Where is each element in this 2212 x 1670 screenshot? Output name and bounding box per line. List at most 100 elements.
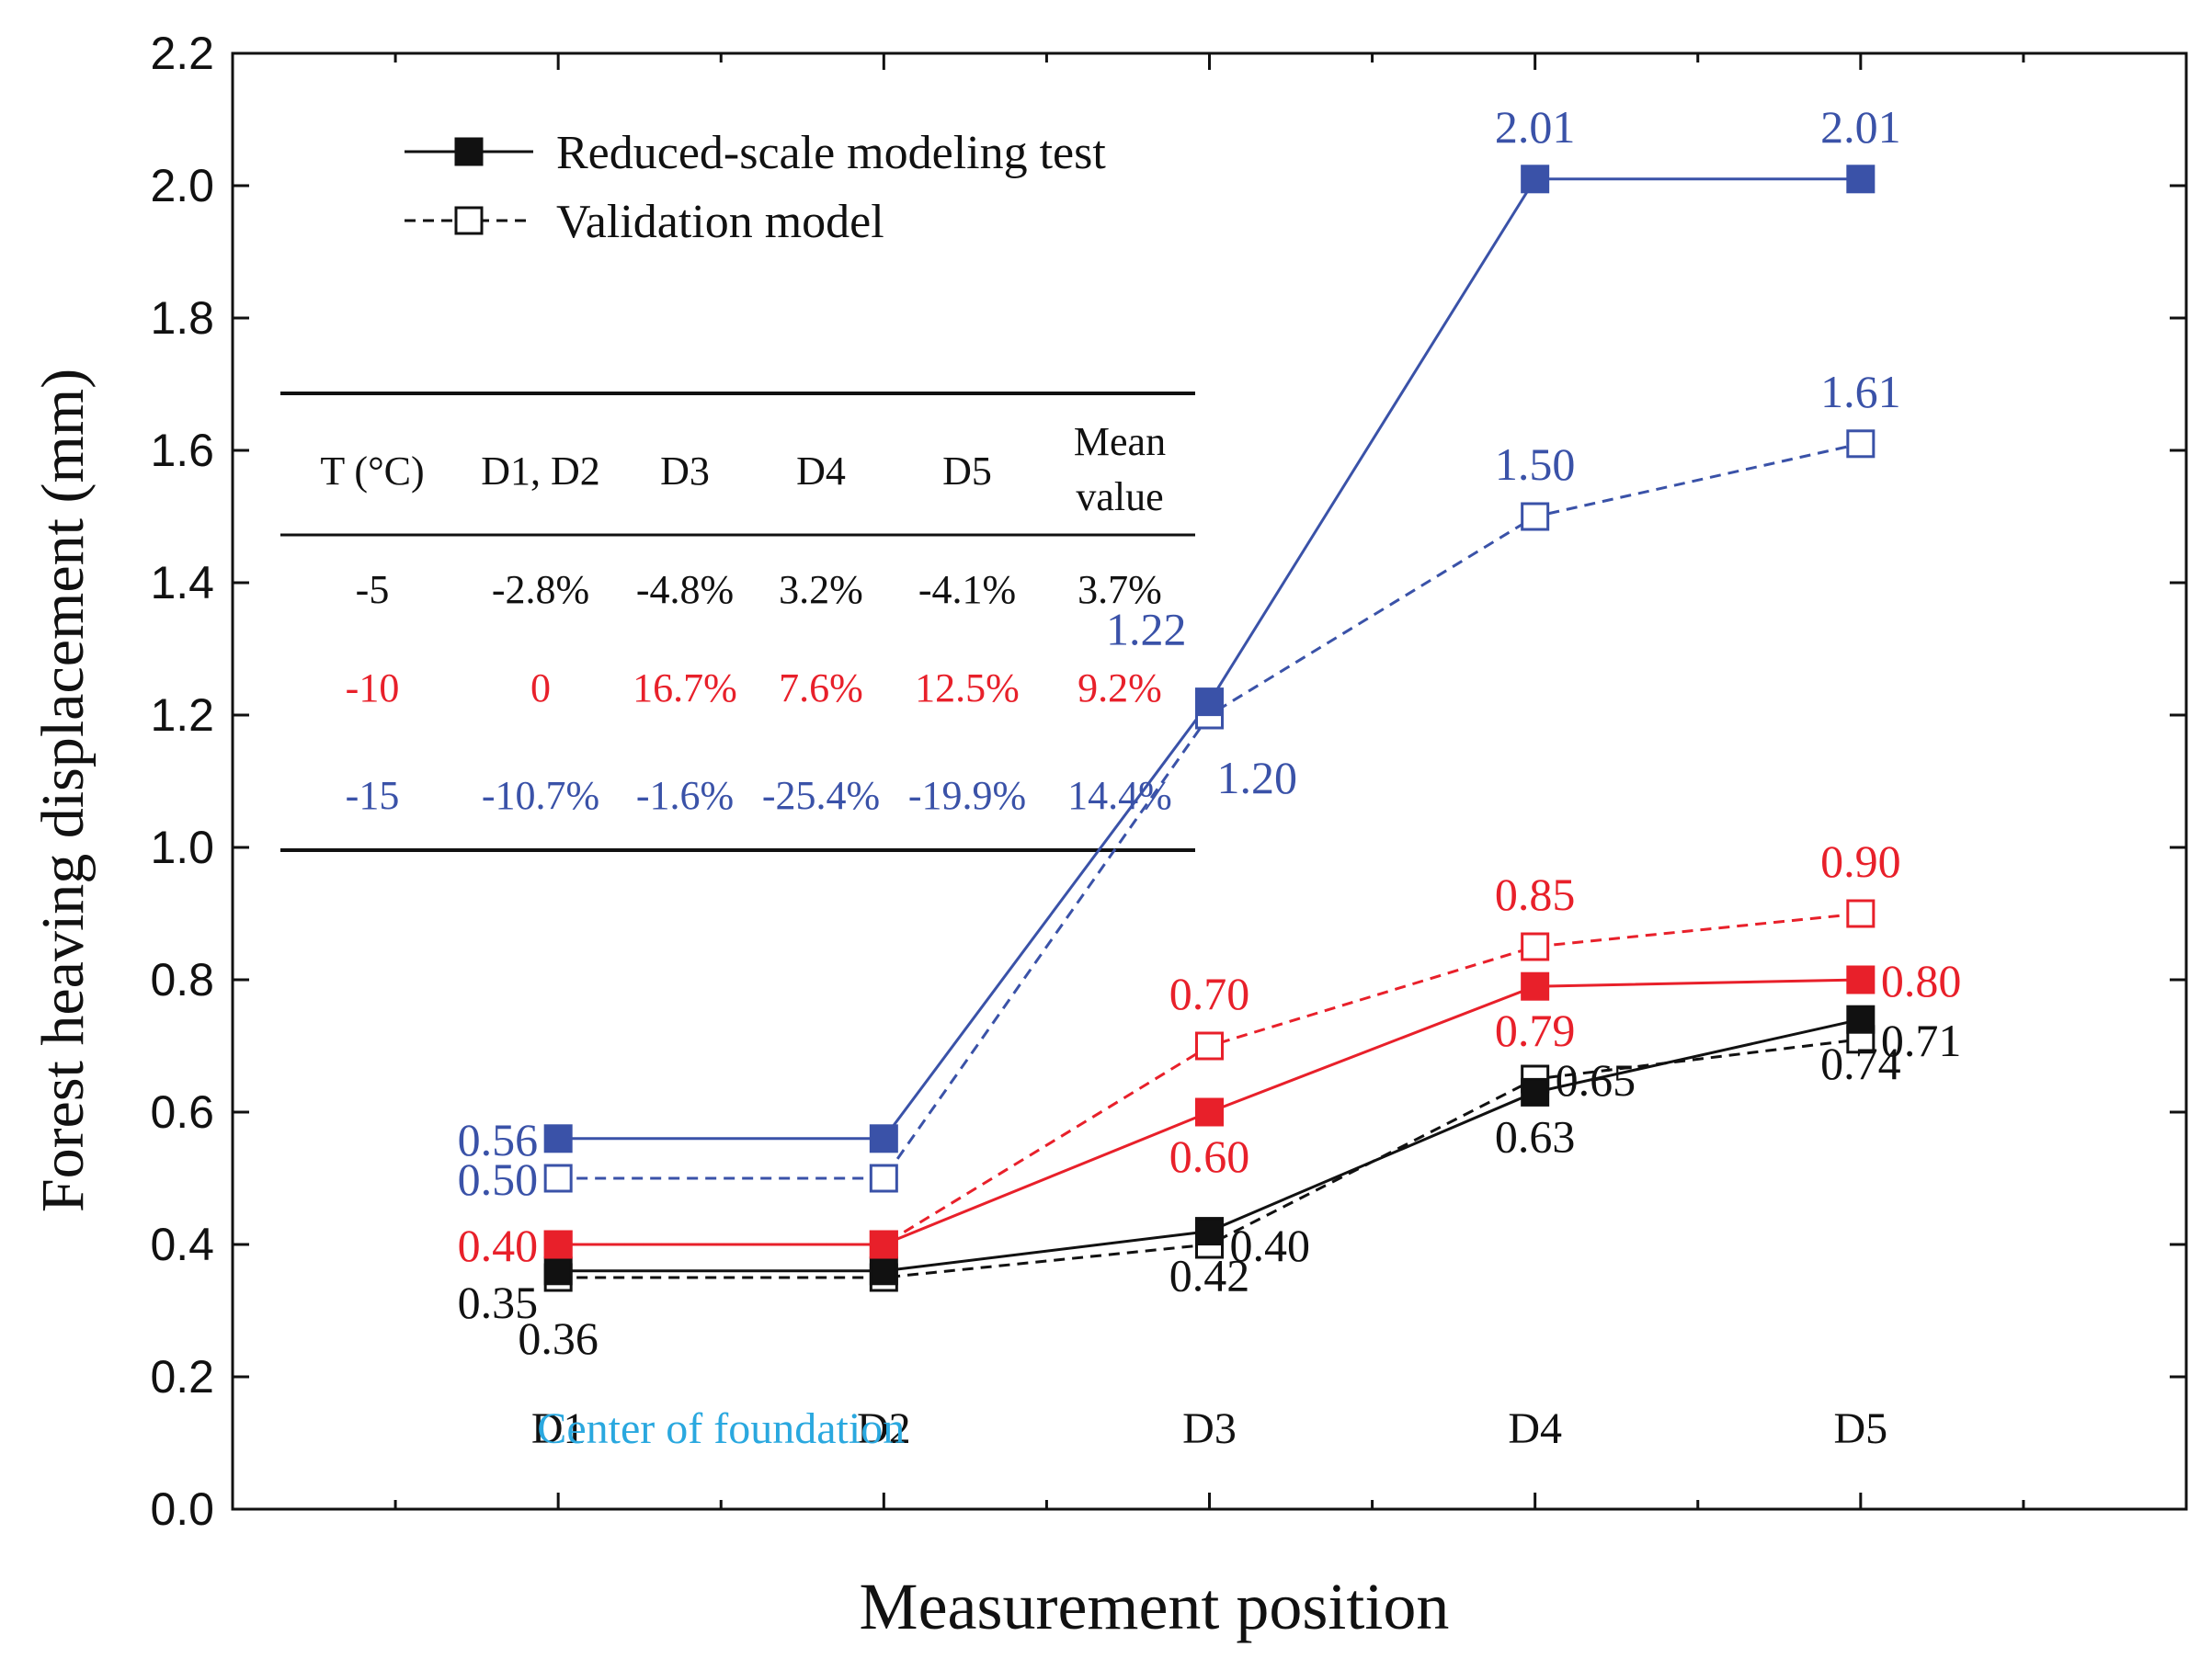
data-label-red-validation: 0.70: [1169, 968, 1250, 1019]
marker-blue-validation: [1521, 502, 1550, 531]
y-tick-label: 1.2: [150, 689, 214, 741]
table-cell: -4.1%: [918, 567, 1016, 612]
series-layer: [543, 165, 1876, 1292]
data-label-blue-test: 0.56: [458, 1114, 539, 1165]
table-cell: -15: [346, 773, 400, 818]
x-axis-title: Measurement position: [860, 1570, 1450, 1643]
data-label-black-validation: 0.71: [1881, 1015, 1962, 1066]
table-header-cell: value: [1076, 474, 1163, 519]
marker-black-test: [869, 1256, 898, 1286]
marker-blue-validation: [1846, 429, 1876, 459]
marker-red-test: [543, 1230, 573, 1259]
y-tick-label: 0.8: [150, 954, 214, 1005]
data-label-red-test: 0.60: [1169, 1130, 1250, 1182]
table-cell: 12.5%: [915, 665, 1020, 710]
y-tick-label: 0.6: [150, 1086, 214, 1138]
table-header-cell: D4: [796, 449, 846, 494]
marker-red-test: [1195, 1097, 1224, 1127]
table-cell: 0: [530, 665, 551, 710]
y-tick-label: 1.4: [150, 557, 214, 608]
table-header-cell: Mean: [1074, 419, 1166, 464]
marker-blue-validation: [543, 1164, 573, 1193]
data-label-black-validation: 0.65: [1556, 1054, 1636, 1106]
marker-black-test: [1195, 1217, 1224, 1246]
data-label-red-validation: 0.90: [1820, 835, 1901, 887]
marker-red-validation: [1521, 932, 1550, 961]
data-label-black-test: 0.74: [1820, 1038, 1901, 1089]
table-cell: -25.4%: [762, 773, 880, 818]
data-label-blue-validation: 1.61: [1820, 366, 1901, 417]
marker-red-test: [1521, 971, 1550, 1001]
y-tick-label: 1.6: [150, 425, 214, 476]
y-tick-label: 2.0: [150, 160, 214, 211]
y-axis-title: Forest heaving displacement (mm): [29, 369, 97, 1212]
data-label-blue-validation: 1.20: [1217, 752, 1298, 803]
data-label-blue-test: 2.01: [1820, 101, 1901, 153]
marker-black-test: [543, 1256, 573, 1286]
marker-blue-test: [1195, 687, 1224, 717]
table-header-cell: D5: [942, 449, 992, 494]
data-label-blue-test: 1.22: [1106, 604, 1187, 655]
data-label-blue-test: 2.01: [1495, 101, 1576, 153]
x-category-label: D3: [1182, 1404, 1237, 1453]
table-cell: 14.4%: [1067, 773, 1172, 818]
table-cell: -1.6%: [636, 773, 734, 818]
table-cell: -5: [356, 567, 390, 612]
table-cell: 7.6%: [779, 665, 863, 710]
legend-label-1: Validation model: [556, 196, 884, 248]
data-label-black-test: 0.63: [1495, 1110, 1576, 1162]
x-category-label: D5: [1833, 1404, 1887, 1453]
table-header-cell: D3: [660, 449, 710, 494]
marker-blue-test: [543, 1124, 573, 1153]
y-tick-label: 1.8: [150, 292, 214, 344]
table-cell: -10.7%: [482, 773, 599, 818]
table-cell: 3.2%: [779, 567, 863, 612]
center-of-foundation-annotation: Center of foundation: [537, 1404, 905, 1453]
x-category-label: D4: [1508, 1404, 1562, 1453]
table-cell: -19.9%: [908, 773, 1026, 818]
marker-blue-test: [1521, 165, 1550, 194]
table-cell: 16.7%: [633, 665, 737, 710]
data-label-red-test: 0.40: [458, 1220, 539, 1271]
marker-red-test: [1846, 965, 1876, 994]
table-cell: -4.8%: [636, 567, 734, 612]
marker-red-validation: [1846, 899, 1876, 928]
legend-marker-0: [454, 137, 484, 166]
marker-black-test: [1521, 1077, 1550, 1107]
y-tick-label: 2.2: [150, 28, 214, 79]
y-tick-label: 0.0: [150, 1483, 214, 1535]
table-header-cell: D1, D2: [481, 449, 600, 494]
inset-table: T (°C) D1, D2 D3 D4 D5 Mean value -5 -2.8% -4.8% 3…: [280, 392, 1195, 852]
data-label-blue-validation: 0.50: [458, 1153, 539, 1205]
data-label-red-test: 0.79: [1495, 1005, 1576, 1056]
x-category-label: D1: [531, 1404, 586, 1453]
data-label-red-validation: 0.85: [1495, 869, 1576, 920]
table-cell: -10: [346, 665, 400, 710]
data-label-black-validation: 0.40: [1230, 1220, 1311, 1271]
data-label-black-test: 0.36: [518, 1312, 599, 1364]
marker-blue-validation: [869, 1164, 898, 1193]
table-header-cell: T (°C): [320, 449, 424, 494]
data-label-black-test: 0.42: [1169, 1250, 1250, 1301]
data-label-blue-validation: 1.50: [1495, 438, 1576, 490]
marker-red-test: [869, 1230, 898, 1259]
legend-label-0: Reduced-scale modeling test: [556, 127, 1106, 179]
y-tick-label: 0.4: [150, 1219, 214, 1270]
legend: Reduced-scale modeling test Validation mo…: [405, 127, 1106, 248]
table-cell: 3.7%: [1077, 567, 1162, 612]
marker-blue-test: [1846, 165, 1876, 194]
data-label-black-validation: 0.35: [458, 1277, 539, 1328]
data-labels-layer: 0.36 0.42 0.63 0.74 0.35 0.40 0.65 0.71 0.40 0.60…: [458, 101, 1962, 1364]
marker-red-validation: [1195, 1031, 1224, 1061]
y-tick-label: 0.2: [150, 1351, 214, 1403]
marker-blue-test: [869, 1124, 898, 1153]
x-category-label: D2: [857, 1404, 911, 1453]
table-cell: -2.8%: [492, 567, 589, 612]
table-cell: 9.2%: [1077, 665, 1162, 710]
marker-black-test: [1846, 1005, 1876, 1034]
axes-layer: 0.0 0.2 0.4 0.6 0.8 1.0 1.2 1.4 1.6 1.8 2.0 2.2 D1 D2…: [29, 28, 2188, 1643]
data-label-red-test: 0.80: [1881, 955, 1962, 1006]
y-tick-label: 1.0: [150, 822, 214, 873]
